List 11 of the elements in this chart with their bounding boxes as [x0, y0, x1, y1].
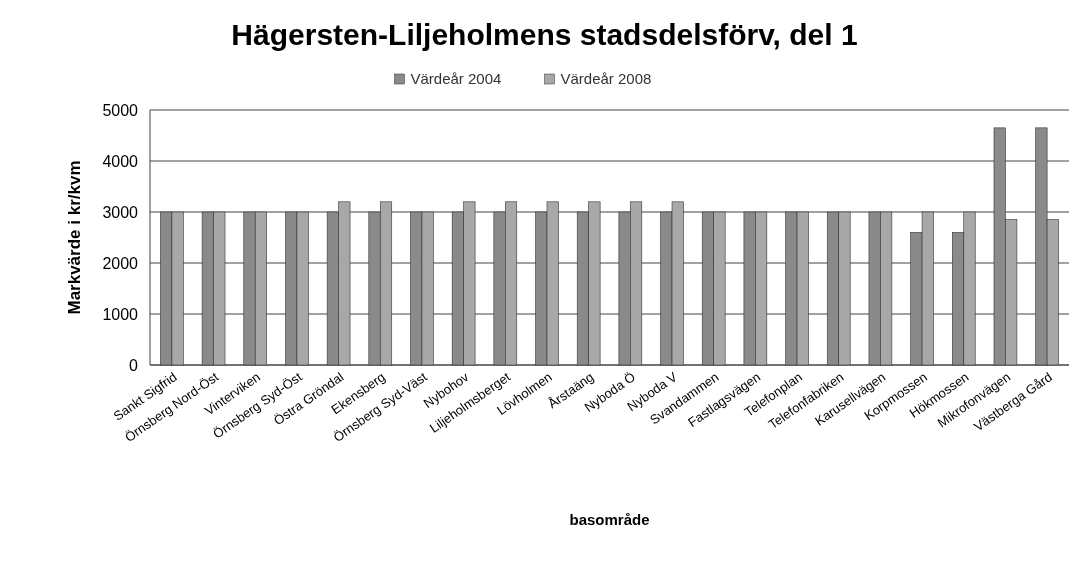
y-tick-label: 0	[129, 356, 139, 374]
y-tick-label: 5000	[102, 101, 139, 119]
y-axis-title: Markvärde i kr/kvm	[65, 160, 84, 315]
x-axis-title: basområde	[569, 511, 650, 528]
y-tick-label: 4000	[102, 152, 139, 170]
y-tick-label: 2000	[102, 254, 139, 272]
chart-title: Hägersten-Liljeholmens stadsdelsförv, del 1	[231, 18, 858, 51]
y-tick-label: 3000	[102, 203, 139, 221]
legend-label: Värdeår 2008	[560, 70, 652, 87]
legend-label: Värdeår 2004	[410, 70, 502, 87]
y-tick-label: 1000	[102, 305, 139, 323]
